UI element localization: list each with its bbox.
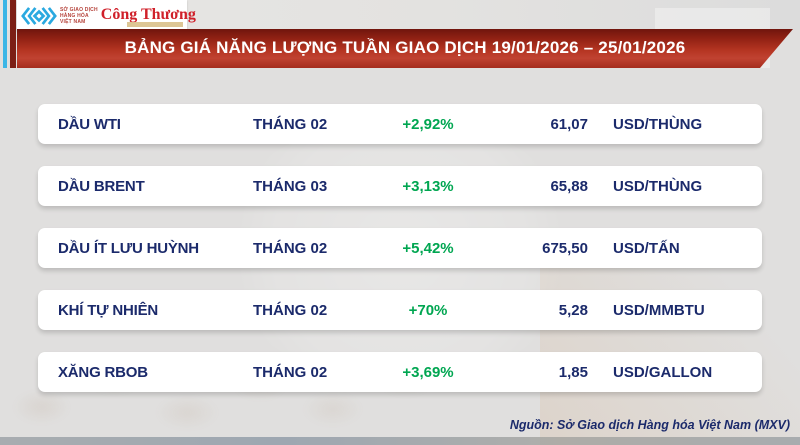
commodity-name: DẦU ÍT LƯU HUỲNH xyxy=(58,239,199,257)
price-value: 675,50 xyxy=(542,239,588,257)
commodity-name: DẦU WTI xyxy=(58,115,121,133)
price-value: 5,28 xyxy=(558,301,588,319)
mxv-logo-icon xyxy=(21,6,57,25)
left-accent-stripe-cyan xyxy=(3,0,7,68)
price-unit: USD/TẤN xyxy=(613,239,680,257)
mxv-logo-text: SỞ GIAO DỊCH HÀNG HÓA VIỆT NAM xyxy=(60,7,98,25)
weekly-change: +3,13% xyxy=(402,177,454,195)
weekly-change: +2,92% xyxy=(402,115,454,133)
table-row-khi-tu-nhien: KHÍ TỰ NHIÊN THÁNG 02 +70% 5,28 USD/MMBT… xyxy=(38,290,762,330)
congthuong-tagline-bar xyxy=(127,22,183,27)
contract-month: THÁNG 02 xyxy=(253,363,328,381)
weekly-change: +3,69% xyxy=(402,363,454,381)
weekly-change: +5,42% xyxy=(402,239,454,257)
table-row-dau-wti: DẦU WTI THÁNG 02 +2,92% 61,07 USD/THÙNG xyxy=(38,104,762,144)
table-row-xang-rbob: XĂNG RBOB THÁNG 02 +3,69% 1,85 USD/GALLO… xyxy=(38,352,762,392)
contract-month: THÁNG 02 xyxy=(253,115,328,133)
mxv-org-line: SỞ GIAO DỊCH xyxy=(60,6,98,13)
mxv-org-line: VIỆT NAM xyxy=(60,18,86,25)
weekly-change: +70% xyxy=(408,301,448,319)
source-attribution: Nguồn: Sở Giao dịch Hàng hóa Việt Nam (M… xyxy=(509,418,790,432)
price-value: 65,88 xyxy=(550,177,588,195)
mxv-org-line: HÀNG HÓA xyxy=(60,12,89,19)
commodity-name: XĂNG RBOB xyxy=(58,363,148,381)
logo-box: SỞ GIAO DỊCH HÀNG HÓA VIỆT NAM Công Thươ… xyxy=(17,0,196,31)
title-banner: BẢNG GIÁ NĂNG LƯỢNG TUẦN GIAO DỊCH 19/01… xyxy=(17,29,793,68)
price-unit: USD/GALLON xyxy=(613,363,713,381)
price-table: DẦU WTI THÁNG 02 +2,92% 61,07 USD/THÙNG … xyxy=(38,104,762,414)
left-accent-stripe-maroon xyxy=(10,0,16,68)
commodity-name: KHÍ TỰ NHIÊN xyxy=(58,301,159,319)
price-unit: USD/THÙNG xyxy=(613,115,703,133)
contract-month: THÁNG 02 xyxy=(253,301,328,319)
price-unit: USD/MMBTU xyxy=(613,301,705,319)
contract-month: THÁNG 02 xyxy=(253,239,328,257)
bottom-gray-band xyxy=(0,437,800,445)
price-value: 1,85 xyxy=(558,363,588,381)
contract-month: THÁNG 03 xyxy=(253,177,328,195)
table-row-dau-brent: DẦU BRENT THÁNG 03 +3,13% 65,88 USD/THÙN… xyxy=(38,166,762,206)
commodity-name: DẦU BRENT xyxy=(58,177,145,195)
price-unit: USD/THÙNG xyxy=(613,177,703,195)
table-row-dau-it-luu-huynh: DẦU ÍT LƯU HUỲNH THÁNG 02 +5,42% 675,50 … xyxy=(38,228,762,268)
page-title: BẢNG GIÁ NĂNG LƯỢNG TUẦN GIAO DỊCH 19/01… xyxy=(124,37,686,57)
congthuong-logo: Công Thương xyxy=(100,5,196,23)
price-value: 61,07 xyxy=(550,115,588,133)
